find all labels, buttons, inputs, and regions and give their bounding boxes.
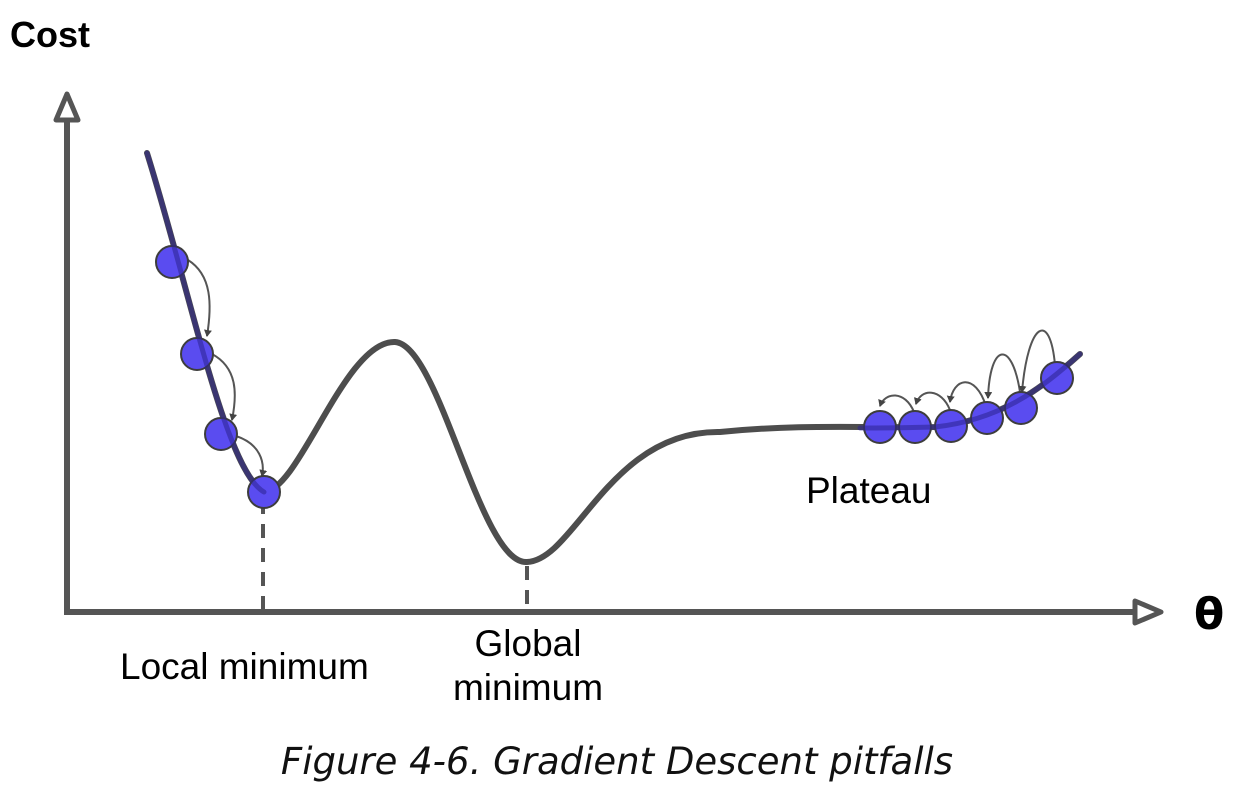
local-minimum-label: Local minimum [120,646,369,688]
step-arrow [988,354,1020,398]
global-minimum-label: Global minimum [440,622,616,710]
y-axis-arrowhead [56,94,78,120]
step-arrow [188,260,210,336]
x-axis-label: θ [1194,589,1224,640]
step-arrow [916,393,950,410]
figure-caption: Figure 4-6. Gradient Descent pitfalls [0,740,1234,783]
y-axis-label: Cost [10,14,90,56]
x-axis-arrowhead [1135,601,1161,623]
plateau-label: Plateau [806,470,932,512]
step-arrow [880,395,914,412]
cost-curve-overlay [147,153,1080,492]
cost-curve [147,153,1080,562]
